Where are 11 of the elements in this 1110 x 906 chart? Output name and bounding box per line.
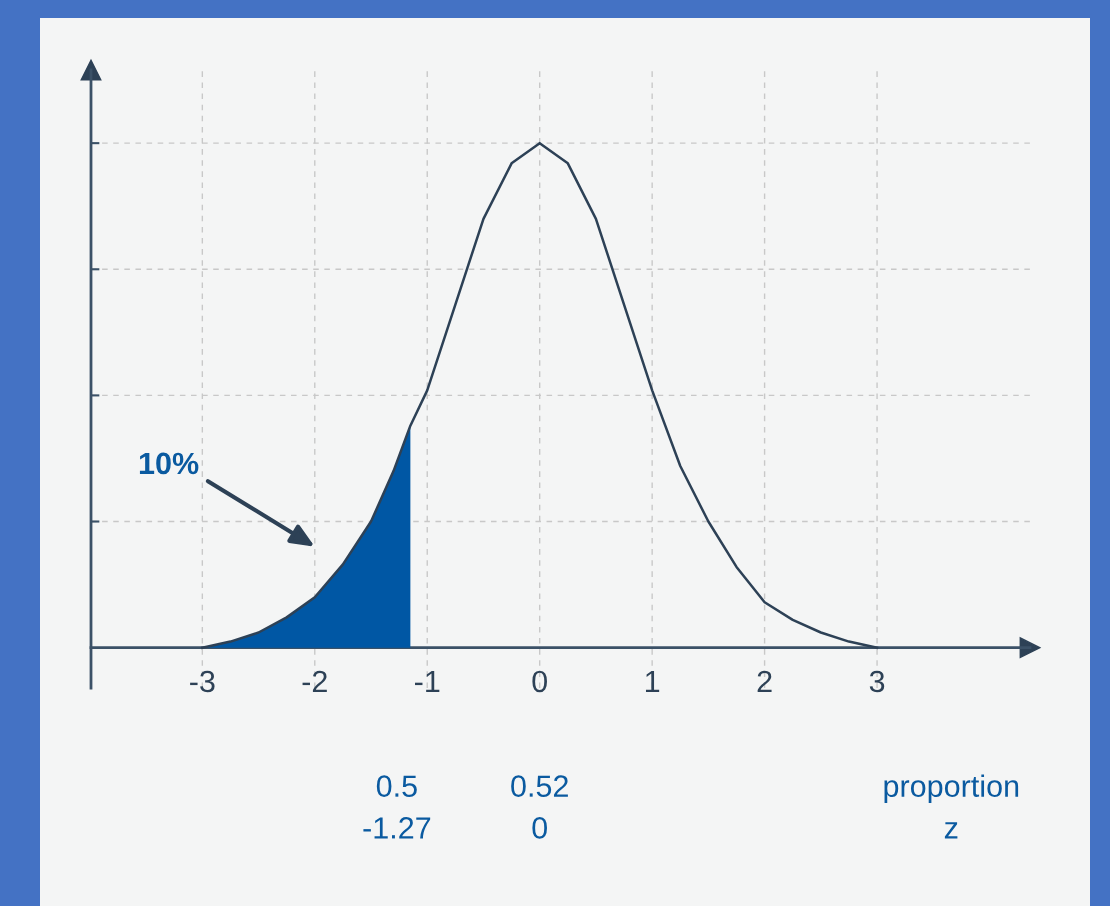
x-tick-label: 3 (869, 670, 885, 693)
x-tick-label: -1 (415, 670, 440, 693)
x-tick-label: 2 (757, 670, 772, 693)
text: 0.5 -1.27 (363, 775, 431, 839)
x-tick-label: -2 (302, 670, 327, 693)
text: 0.52 0 (511, 775, 568, 839)
text: proportion z (884, 774, 1019, 839)
x-tick-label: -3 (190, 670, 215, 693)
annotation: 10% (139, 452, 199, 475)
x-tick-label: 0 (532, 670, 547, 693)
x-tick-label: 1 (645, 670, 660, 693)
